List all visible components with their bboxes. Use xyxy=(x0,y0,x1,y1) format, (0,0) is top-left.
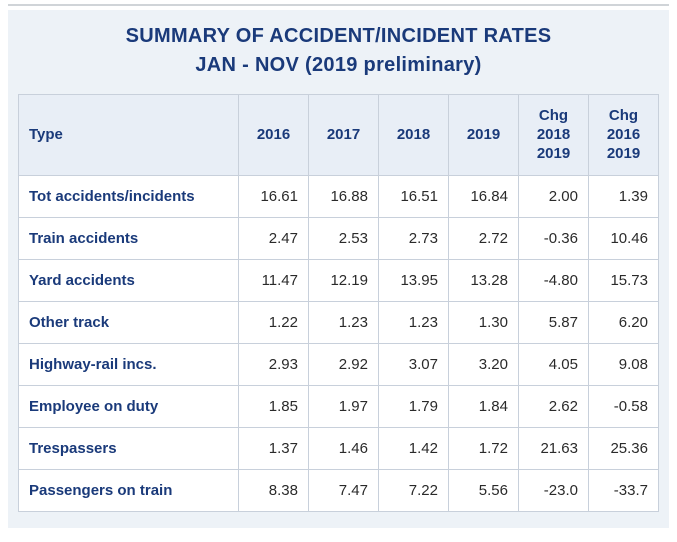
cell: 1.85 xyxy=(239,386,309,428)
cell: 1.39 xyxy=(589,176,659,218)
table-row: Passengers on train 8.38 7.47 7.22 5.56 … xyxy=(19,470,659,512)
row-label: Employee on duty xyxy=(19,386,239,428)
cell: 12.19 xyxy=(309,260,379,302)
cell: 16.84 xyxy=(449,176,519,218)
cell: 16.51 xyxy=(379,176,449,218)
cell: 21.63 xyxy=(519,428,589,470)
cell: 13.95 xyxy=(379,260,449,302)
col-2016: 2016 xyxy=(239,95,309,176)
cell: 15.73 xyxy=(589,260,659,302)
cell: 7.47 xyxy=(309,470,379,512)
table-row: Trespassers 1.37 1.46 1.42 1.72 21.63 25… xyxy=(19,428,659,470)
cell: 7.22 xyxy=(379,470,449,512)
row-label: Trespassers xyxy=(19,428,239,470)
title-line-1: SUMMARY OF ACCIDENT/INCIDENT RATES xyxy=(126,25,552,47)
cell: 5.87 xyxy=(519,302,589,344)
cell: 1.30 xyxy=(449,302,519,344)
cell: 11.47 xyxy=(239,260,309,302)
col-2019: 2019 xyxy=(449,95,519,176)
rates-table: Type 2016 2017 2018 2019 Chg 2018 2019 C… xyxy=(18,94,659,512)
cell: -0.58 xyxy=(589,386,659,428)
cell: 1.97 xyxy=(309,386,379,428)
cell: 6.20 xyxy=(589,302,659,344)
cell: 2.47 xyxy=(239,218,309,260)
top-divider xyxy=(8,4,669,6)
cell: 3.07 xyxy=(379,344,449,386)
cell: 2.73 xyxy=(379,218,449,260)
cell: 1.42 xyxy=(379,428,449,470)
cell: 5.56 xyxy=(449,470,519,512)
col-chg-2018-2019: Chg 2018 2019 xyxy=(519,95,589,176)
col-chg-2016-2019: Chg 2016 2019 xyxy=(589,95,659,176)
cell: 1.22 xyxy=(239,302,309,344)
cell: -33.7 xyxy=(589,470,659,512)
cell: 1.37 xyxy=(239,428,309,470)
cell: 2.93 xyxy=(239,344,309,386)
row-label: Yard accidents xyxy=(19,260,239,302)
table-row: Highway-rail incs. 2.93 2.92 3.07 3.20 4… xyxy=(19,344,659,386)
row-label: Tot accidents/incidents xyxy=(19,176,239,218)
cell: -23.0 xyxy=(519,470,589,512)
col-2018: 2018 xyxy=(379,95,449,176)
cell: 4.05 xyxy=(519,344,589,386)
cell: 1.79 xyxy=(379,386,449,428)
cell: 1.23 xyxy=(379,302,449,344)
cell: 1.46 xyxy=(309,428,379,470)
cell: 2.00 xyxy=(519,176,589,218)
cell: 2.62 xyxy=(519,386,589,428)
cell: 13.28 xyxy=(449,260,519,302)
cell: 16.88 xyxy=(309,176,379,218)
table-row: Train accidents 2.47 2.53 2.73 2.72 -0.3… xyxy=(19,218,659,260)
row-label: Highway-rail incs. xyxy=(19,344,239,386)
cell: 1.72 xyxy=(449,428,519,470)
cell: 2.53 xyxy=(309,218,379,260)
cell: 9.08 xyxy=(589,344,659,386)
table-row: Tot accidents/incidents 16.61 16.88 16.5… xyxy=(19,176,659,218)
title-line-2: JAN - NOV (2019 preliminary) xyxy=(195,54,481,76)
cell: 16.61 xyxy=(239,176,309,218)
table-row: Yard accidents 11.47 12.19 13.95 13.28 -… xyxy=(19,260,659,302)
cell: -0.36 xyxy=(519,218,589,260)
col-type: Type xyxy=(19,95,239,176)
cell: 3.20 xyxy=(449,344,519,386)
cell: 8.38 xyxy=(239,470,309,512)
panel-title: SUMMARY OF ACCIDENT/INCIDENT RATES JAN -… xyxy=(18,22,659,80)
cell: 1.84 xyxy=(449,386,519,428)
cell: -4.80 xyxy=(519,260,589,302)
cell: 10.46 xyxy=(589,218,659,260)
row-label: Other track xyxy=(19,302,239,344)
cell: 25.36 xyxy=(589,428,659,470)
cell: 1.23 xyxy=(309,302,379,344)
cell: 2.72 xyxy=(449,218,519,260)
cell: 2.92 xyxy=(309,344,379,386)
row-label: Passengers on train xyxy=(19,470,239,512)
table-header-row: Type 2016 2017 2018 2019 Chg 2018 2019 C… xyxy=(19,95,659,176)
table-row: Employee on duty 1.85 1.97 1.79 1.84 2.6… xyxy=(19,386,659,428)
summary-panel: SUMMARY OF ACCIDENT/INCIDENT RATES JAN -… xyxy=(8,10,669,528)
table-body: Tot accidents/incidents 16.61 16.88 16.5… xyxy=(19,176,659,512)
table-row: Other track 1.22 1.23 1.23 1.30 5.87 6.2… xyxy=(19,302,659,344)
col-2017: 2017 xyxy=(309,95,379,176)
row-label: Train accidents xyxy=(19,218,239,260)
